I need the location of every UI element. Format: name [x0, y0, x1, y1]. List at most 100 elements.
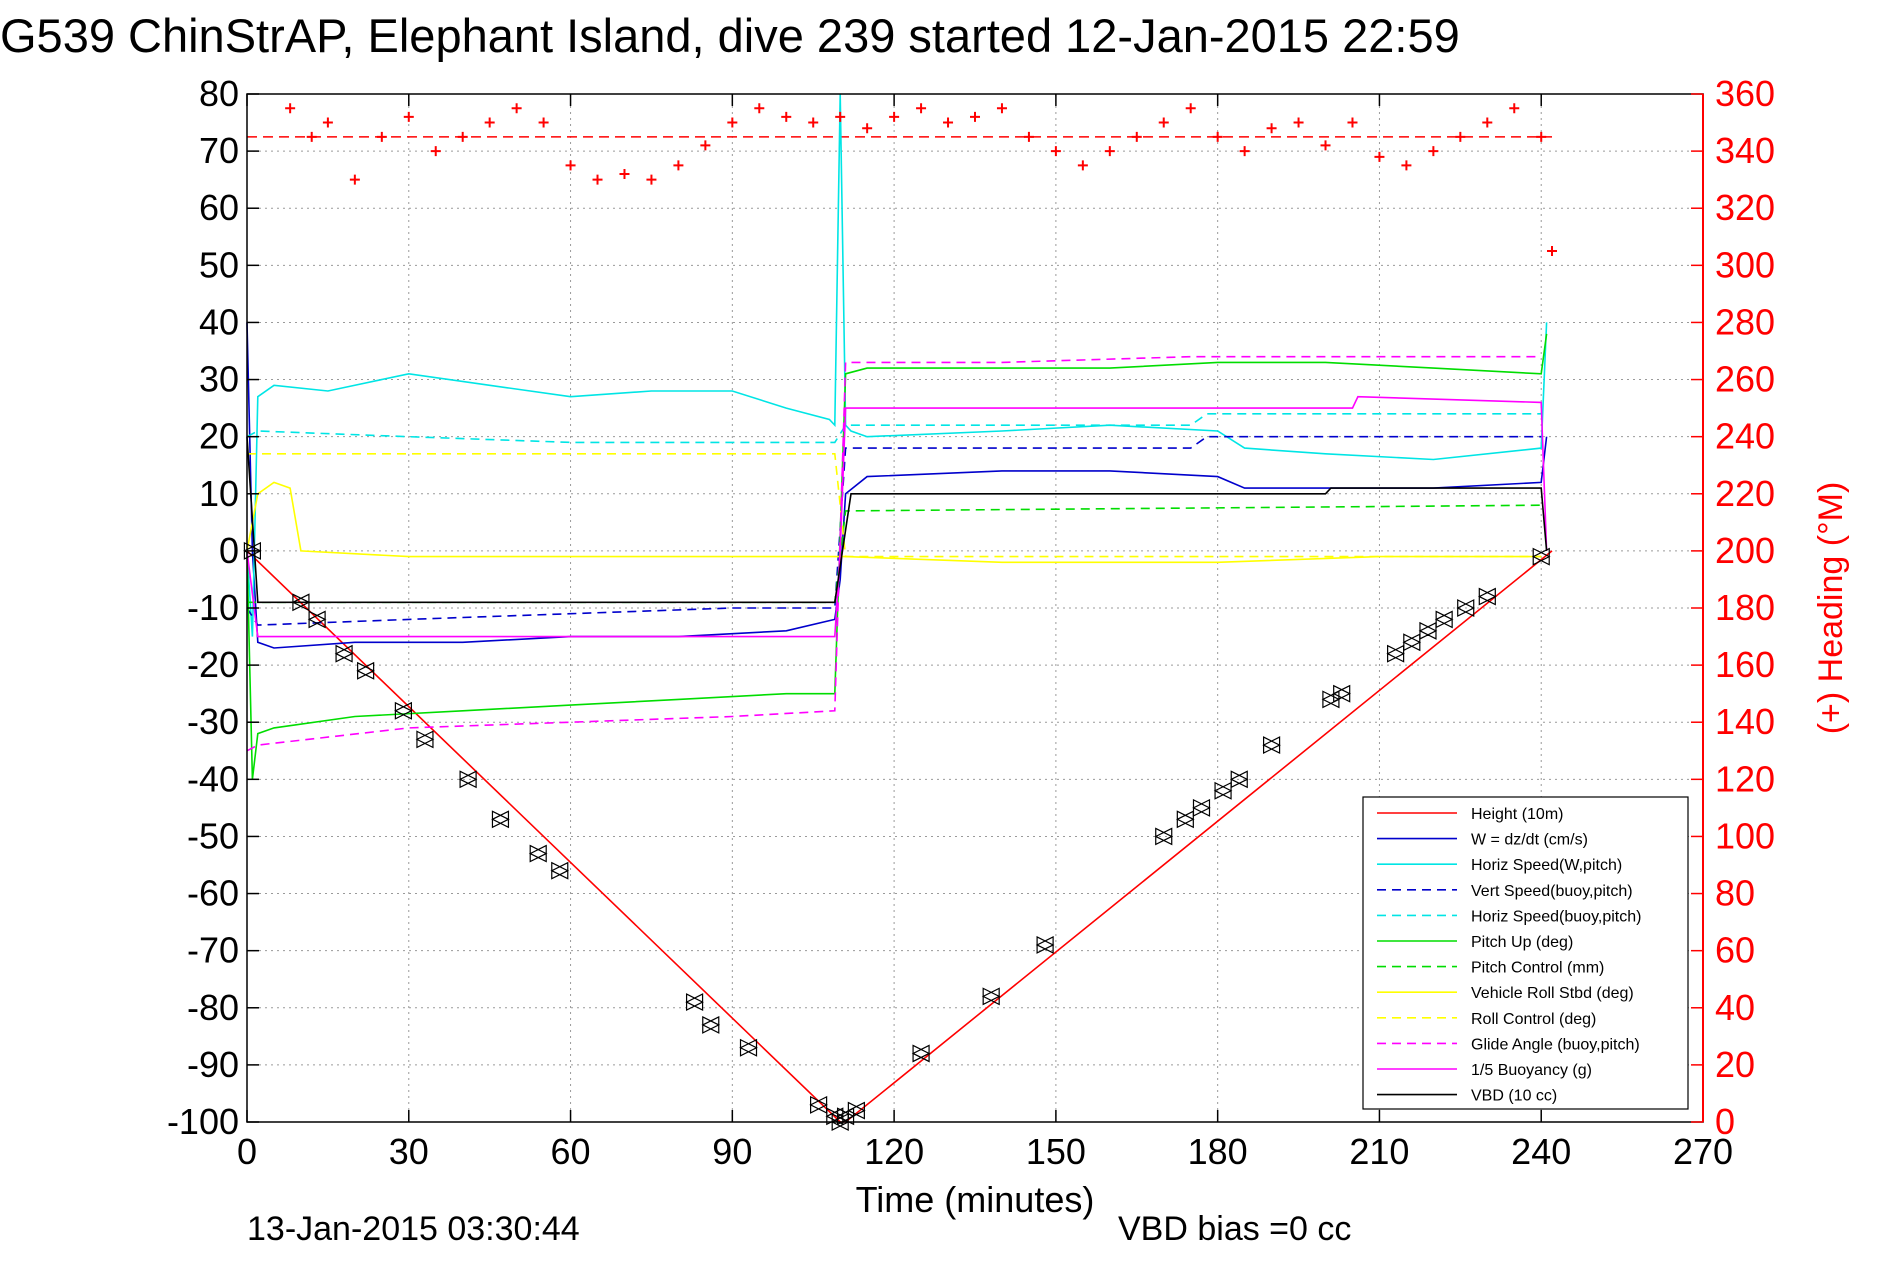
depth-marker: [1332, 684, 1352, 703]
heading-point: [1050, 146, 1061, 157]
heading-point: [376, 131, 387, 142]
y-tick-label: -50: [187, 815, 239, 856]
right-tick-label: 140: [1715, 701, 1775, 742]
legend: Height (10m) W = dz/dt (cm/s) Horiz Speed(…: [1362, 796, 1689, 1110]
series-line: [246, 412, 1542, 444]
y-tick-label: -100: [167, 1101, 239, 1142]
right-tick-label: 260: [1715, 359, 1775, 400]
legend-label: Horiz Speed(buoy,pitch): [1471, 908, 1641, 925]
right-axis-ticks: 3603403203002802602402202001801601401201…: [1691, 73, 1775, 1142]
depth-marker: [307, 610, 327, 629]
series-line: [247, 452, 1542, 558]
x-tick-label: 60: [551, 1131, 591, 1172]
depth-marker: [1531, 547, 1551, 566]
y-tick-label: 50: [199, 244, 239, 285]
depth-marker: [528, 844, 548, 863]
heading-point: [1455, 131, 1466, 142]
depth-marker: [981, 987, 1001, 1006]
legend-label: Pitch Up (deg): [1471, 934, 1573, 951]
x-tick-label: 90: [712, 1131, 752, 1172]
right-tick-label: 340: [1715, 130, 1775, 171]
legend-box: [1362, 796, 1689, 1110]
depth-marker: [394, 701, 413, 720]
heading-point: [592, 174, 603, 185]
heading-point: [646, 174, 657, 185]
heading-point: [862, 123, 873, 134]
depth-marker: [1262, 736, 1281, 755]
depth-marker: [356, 661, 375, 680]
y-tick-label: -70: [187, 930, 239, 971]
heading-point: [322, 117, 333, 128]
y-tick-label: -30: [187, 701, 239, 742]
right-axis-label: (+) Heading (°M): [1812, 482, 1850, 735]
right-tick-label: 160: [1715, 644, 1775, 685]
heading-point: [1077, 160, 1088, 171]
heading-point: [1374, 151, 1385, 162]
depth-marker: [458, 770, 478, 789]
x-tick-label: 30: [389, 1131, 429, 1172]
x-tick-label: 0: [237, 1131, 257, 1172]
heading-point: [835, 111, 846, 122]
right-tick-label: 60: [1715, 930, 1755, 971]
heading-point: [285, 103, 296, 114]
heading-point: [619, 168, 630, 179]
right-tick-label: 40: [1715, 987, 1755, 1028]
right-tick-label: 220: [1715, 473, 1775, 514]
heading-point: [673, 160, 684, 171]
x-tick-label: 210: [1349, 1131, 1409, 1172]
heading-point: [1104, 146, 1115, 157]
heading-point: [781, 111, 792, 122]
heading-point: [457, 131, 468, 142]
heading-point: [306, 131, 317, 142]
footer-vbd-bias: VBD bias =0 cc: [1118, 1210, 1351, 1248]
heading-point: [1266, 123, 1277, 134]
heading-point: [1293, 117, 1304, 128]
y-tick-label: -80: [187, 987, 239, 1028]
depth-marker: [1386, 644, 1405, 663]
x-axis-label: Time (minutes): [856, 1179, 1095, 1220]
heading-point: [1185, 103, 1196, 114]
heading-point: [484, 117, 495, 128]
heading-point: [970, 111, 980, 122]
right-tick-label: 240: [1715, 416, 1775, 457]
depth-marker: [1321, 690, 1341, 709]
legend-label: Glide Angle (buoy,pitch): [1471, 1036, 1640, 1053]
y-tick-label: -10: [187, 587, 239, 628]
series-layer: [246, 93, 1553, 1123]
depth-marker: [1477, 587, 1497, 606]
depth-marker: [1434, 610, 1454, 629]
heading-point: [1131, 131, 1142, 142]
heading-point: [916, 103, 927, 114]
x-tick-label: 150: [1026, 1131, 1086, 1172]
series-line: [246, 395, 1548, 638]
heading-point: [1347, 117, 1358, 128]
x-tick-label: 120: [864, 1131, 924, 1172]
series-line: [246, 435, 1542, 626]
legend-label: Pitch Control (mm): [1471, 960, 1604, 977]
right-tick-label: 280: [1715, 301, 1775, 342]
legend-label: Roll Control (deg): [1471, 1011, 1596, 1028]
heading-point: [1509, 103, 1520, 114]
heading-point: [511, 103, 522, 114]
series-line: [246, 355, 1542, 752]
series-line: [246, 481, 1542, 564]
heading-point: [1547, 246, 1558, 257]
depth-marker: [809, 1095, 828, 1114]
right-tick-label: 0: [1715, 1101, 1735, 1142]
depth-marker: [739, 1038, 758, 1057]
heading-point: [889, 111, 900, 122]
depth-marker: [291, 593, 311, 612]
y-tick-label: -40: [187, 758, 239, 799]
heading-point: [808, 117, 819, 128]
depth-marker: [1229, 770, 1249, 789]
right-tick-label: 120: [1715, 758, 1775, 799]
y-tick-label: 70: [199, 130, 239, 171]
heading-point: [1428, 146, 1439, 157]
depth-marker: [1154, 827, 1174, 846]
y-tick-label: -60: [187, 873, 239, 914]
heading-point: [565, 160, 576, 171]
depth-marker: [1192, 798, 1211, 817]
y-axis-ticks: 80 70 60 50 40 30 20 10 0 -10 -20 -30 -40 -50 -60 -70 -8…: [167, 73, 259, 1142]
right-tick-label: 20: [1715, 1044, 1755, 1085]
